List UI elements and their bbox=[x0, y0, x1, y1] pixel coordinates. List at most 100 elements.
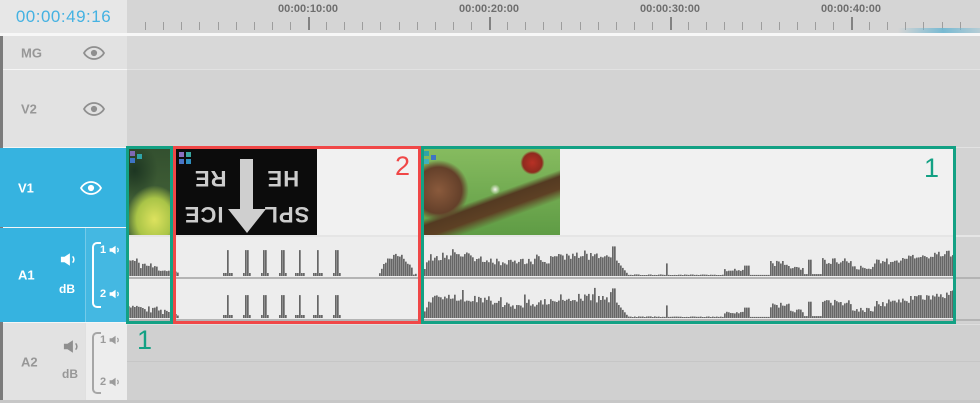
lane-divider bbox=[127, 361, 980, 362]
ruler-minor-tick bbox=[289, 22, 291, 30]
track-header-a2[interactable]: A2 dB 1 2 bbox=[3, 323, 127, 400]
ruler-minor-tick bbox=[633, 22, 635, 30]
eye-icon[interactable] bbox=[83, 101, 105, 116]
ruler-minor-tick bbox=[380, 22, 382, 30]
ruler-minor-tick bbox=[706, 22, 708, 30]
speaker-small-icon bbox=[109, 335, 121, 345]
channel-panel-a2: 1 2 bbox=[85, 323, 127, 400]
ruler-minor-tick bbox=[597, 22, 599, 30]
ruler-minor-tick bbox=[181, 22, 183, 30]
ruler-minor-tick bbox=[796, 22, 798, 30]
channel-2-toggle[interactable]: 2 bbox=[100, 376, 121, 388]
ruler-minor-tick bbox=[163, 22, 165, 30]
channel-1-toggle[interactable]: 1 bbox=[100, 334, 121, 346]
ruler-major-tick bbox=[670, 17, 672, 30]
ruler-minor-tick bbox=[362, 22, 364, 30]
speaker-small-icon bbox=[109, 377, 121, 387]
ruler-time-label: 00:00:10:00 bbox=[278, 3, 338, 15]
clip2-splice-here-slate[interactable]: SPL ICE HE RE bbox=[176, 149, 317, 235]
slate-text-line2: HE RE bbox=[193, 166, 300, 191]
ruler-minor-tick bbox=[688, 22, 690, 30]
ruler-minor-tick bbox=[814, 22, 816, 30]
track-header-v1[interactable]: V1 bbox=[0, 148, 127, 227]
channel-panel-a1: 1 2 bbox=[85, 228, 127, 322]
channel-label: 2 bbox=[100, 288, 107, 300]
ruler-minor-tick bbox=[615, 22, 617, 30]
eye-icon[interactable] bbox=[83, 45, 105, 60]
rotated-slate-frame: SPL ICE HE RE bbox=[176, 149, 317, 235]
eye-icon[interactable] bbox=[80, 180, 102, 195]
track-header-mg[interactable]: MG bbox=[3, 36, 127, 69]
lane-divider bbox=[127, 235, 980, 237]
db-gain-control[interactable]: dB bbox=[59, 282, 75, 296]
ruler-minor-tick bbox=[253, 22, 255, 30]
ruler-minor-tick bbox=[344, 22, 346, 30]
ruler-minor-tick bbox=[905, 22, 907, 30]
track-header-v2[interactable]: V2 bbox=[3, 70, 127, 147]
track-label: V2 bbox=[21, 101, 37, 116]
ruler-minor-tick bbox=[507, 22, 509, 30]
playhead-offscreen-indicator bbox=[898, 28, 980, 33]
ruler-minor-tick bbox=[398, 22, 400, 30]
ruler-minor-tick bbox=[470, 22, 472, 30]
speaker-icon[interactable] bbox=[63, 339, 81, 354]
ruler-major-tick bbox=[489, 17, 491, 30]
track-lane-mg[interactable] bbox=[127, 36, 980, 69]
waveform-baseline bbox=[127, 277, 980, 279]
ruler-time-label: 00:00:40:00 bbox=[821, 3, 881, 15]
ruler-minor-tick bbox=[832, 22, 834, 30]
channel-2-toggle[interactable]: 2 bbox=[100, 288, 121, 300]
ruler-time-label: 00:00:20:00 bbox=[459, 3, 519, 15]
ruler-minor-tick bbox=[923, 22, 925, 30]
ruler-minor-tick bbox=[887, 22, 889, 30]
clip3-video-thumbnail[interactable] bbox=[422, 149, 560, 235]
ruler-divider bbox=[0, 33, 980, 36]
ruler-minor-tick bbox=[235, 22, 237, 30]
ruler-minor-tick bbox=[199, 22, 201, 30]
speaker-small-icon bbox=[109, 245, 121, 255]
channel-label: 1 bbox=[100, 244, 107, 256]
ruler-minor-tick bbox=[579, 22, 581, 30]
ruler-minor-tick bbox=[742, 22, 744, 30]
ruler-minor-tick bbox=[525, 22, 527, 30]
timeline-ruler[interactable]: 00:00:10:00 00:00:20:00 00:00:30:00 00:00:4… bbox=[127, 0, 980, 33]
ruler-minor-tick bbox=[869, 22, 871, 30]
ruler-time-label: 00:00:30:00 bbox=[640, 3, 700, 15]
ruler-minor-tick bbox=[217, 22, 219, 30]
ruler-minor-tick bbox=[778, 22, 780, 30]
channel-label: 2 bbox=[100, 376, 107, 388]
timecode-display[interactable]: 00:00:49:16 bbox=[0, 0, 127, 33]
track-label: MG bbox=[21, 45, 42, 60]
ruler-minor-tick bbox=[452, 22, 454, 30]
db-gain-control[interactable]: dB bbox=[62, 367, 78, 381]
ruler-minor-tick bbox=[724, 22, 726, 30]
ruler-minor-tick bbox=[651, 22, 653, 30]
lane-divider bbox=[127, 147, 980, 148]
channel-label: 1 bbox=[100, 334, 107, 346]
ruler-minor-tick bbox=[760, 22, 762, 30]
track-header-a1[interactable]: A1 dB 1 2 bbox=[0, 228, 127, 322]
ruler-minor-tick bbox=[271, 22, 273, 30]
ruler-minor-tick bbox=[941, 22, 943, 30]
channel-bracket bbox=[92, 242, 101, 308]
channel-bracket bbox=[92, 332, 101, 394]
ruler-major-tick bbox=[308, 17, 310, 30]
track-label: V1 bbox=[18, 180, 34, 195]
ruler-minor-tick bbox=[434, 22, 436, 30]
ruler-minor-tick bbox=[543, 22, 545, 30]
clip1-video-thumbnail[interactable] bbox=[128, 149, 172, 235]
slate-text-line1: SPL ICE bbox=[183, 202, 310, 227]
ruler-minor-tick bbox=[326, 22, 328, 30]
ruler-minor-tick bbox=[145, 22, 147, 30]
channel-1-toggle[interactable]: 1 bbox=[100, 244, 121, 256]
ruler-major-tick bbox=[851, 17, 853, 30]
ruler-minor-tick bbox=[959, 22, 961, 30]
waveform-baseline bbox=[127, 319, 980, 321]
speaker-small-icon bbox=[109, 289, 121, 299]
track-label: A2 bbox=[21, 354, 38, 369]
track-label: A1 bbox=[18, 267, 35, 283]
lane-divider bbox=[127, 324, 980, 325]
bottom-edge bbox=[0, 400, 980, 403]
speaker-icon[interactable] bbox=[60, 252, 78, 267]
